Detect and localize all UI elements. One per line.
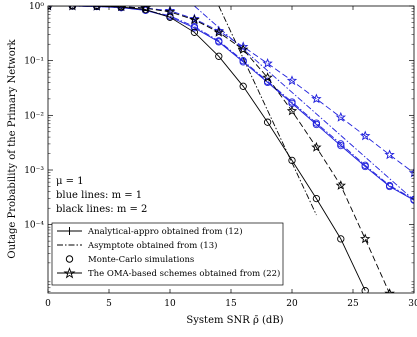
series-1-point-12 — [337, 140, 345, 148]
series-1-point-14 — [385, 181, 394, 190]
y-tick-label-1: 10⁻¹ — [24, 57, 44, 67]
series-3-point-6 — [189, 13, 200, 24]
series-4-point-11 — [312, 194, 321, 203]
series-line-0 — [48, 6, 414, 201]
series-6-point-12 — [335, 180, 347, 190]
annotation-blue-lines: blue lines: m = 1 — [56, 190, 142, 201]
series-4-point-6 — [190, 28, 199, 36]
x-axis-label: System SNR ρ̄ (dB) — [186, 315, 283, 326]
series-3-point-5 — [164, 6, 176, 16]
series-6-point-4 — [140, 6, 151, 13]
annotation-black-lines: black lines: m = 2 — [56, 204, 147, 215]
x-tick-label-0: 0 — [45, 299, 51, 309]
series-3-point-15 — [408, 167, 414, 178]
legend-box — [51, 222, 284, 286]
series-1-point-10 — [288, 98, 296, 106]
y-tick-label-4: 10⁻⁴ — [24, 221, 44, 231]
series-6-point-8 — [237, 44, 249, 54]
series-6-point-5 — [164, 6, 176, 17]
annotation-block: μ = 1 blue lines: m = 1 black lines: m =… — [56, 176, 147, 215]
legend-label-oma: The OMA-based schemes obtained from (22) — [88, 268, 280, 279]
series-4-point-1 — [68, 6, 77, 10]
series-3-point-13 — [359, 130, 371, 141]
series-6-point-2 — [93, 6, 101, 11]
series-1-point-6 — [190, 22, 199, 31]
legend-swatch-oma-star — [63, 267, 76, 279]
series-line-1 — [48, 6, 414, 200]
x-tick-label-10: 10 — [164, 299, 176, 309]
x-tick-label-20: 20 — [286, 299, 298, 309]
series-3-point-11 — [311, 93, 322, 104]
series-4-point-7 — [215, 52, 223, 60]
series-line-3 — [48, 6, 414, 174]
x-tick-label-5: 5 — [106, 299, 112, 309]
series-3-point-8 — [237, 41, 249, 52]
series-6-point-11 — [311, 141, 322, 152]
series-6-point-14 — [384, 288, 395, 293]
x-tick-label-25: 25 — [347, 299, 359, 309]
series-4-point-4 — [141, 6, 150, 14]
legend-label-montecarlo: Monte-Carlo simulations — [88, 255, 194, 265]
series-3-point-10 — [286, 75, 298, 86]
y-tick-label-0: 10⁰ — [29, 2, 44, 12]
legend-label-analytical: Analytical-appro obtained from (12) — [87, 226, 243, 237]
series-6-point-10 — [286, 105, 298, 116]
series-line-2 — [194, 6, 414, 201]
x-tick-label-30: 30 — [408, 299, 417, 309]
series-1-point-11 — [312, 119, 321, 127]
series-6-point-13 — [359, 233, 371, 244]
y-tick-label-3: 10⁻³ — [24, 166, 44, 176]
series-6-point-3 — [117, 6, 126, 12]
y-tick-label-2: 10⁻² — [24, 111, 44, 121]
series-4-point-9 — [263, 118, 272, 126]
legend: Analytical-appro obtained from (12) Asym… — [51, 222, 284, 286]
series-line-5 — [218, 6, 317, 216]
series-1-point-8 — [239, 57, 247, 65]
legend-label-asymptote: Asymptote obtained from (13) — [87, 240, 217, 251]
series-4-point-8 — [239, 82, 247, 90]
annotation-mu: μ = 1 — [56, 176, 84, 187]
series-6-point-7 — [213, 26, 225, 37]
series-3-point-12 — [335, 111, 347, 122]
legend-swatch-montecarlo — [65, 255, 74, 263]
series-3-point-14 — [384, 149, 395, 160]
series-4-point-12 — [337, 235, 345, 243]
series-1-point-13 — [361, 161, 369, 169]
series-6-point-6 — [189, 14, 200, 25]
x-tick-label-15: 15 — [225, 299, 237, 309]
series-6-point-9 — [262, 72, 273, 83]
series-6-point-1 — [69, 6, 76, 11]
ticks-layer: 0 5 10 15 20 25 30 10⁰ 10⁻¹ 10⁻² 10⁻³ 10⁻⁴ — [24, 2, 417, 309]
series-1-point-7 — [215, 37, 223, 45]
series-4-point-13 — [361, 287, 369, 293]
y-axis-label: Outage Probability of the Primary Networ… — [7, 38, 18, 258]
series-3-point-9 — [262, 57, 273, 68]
